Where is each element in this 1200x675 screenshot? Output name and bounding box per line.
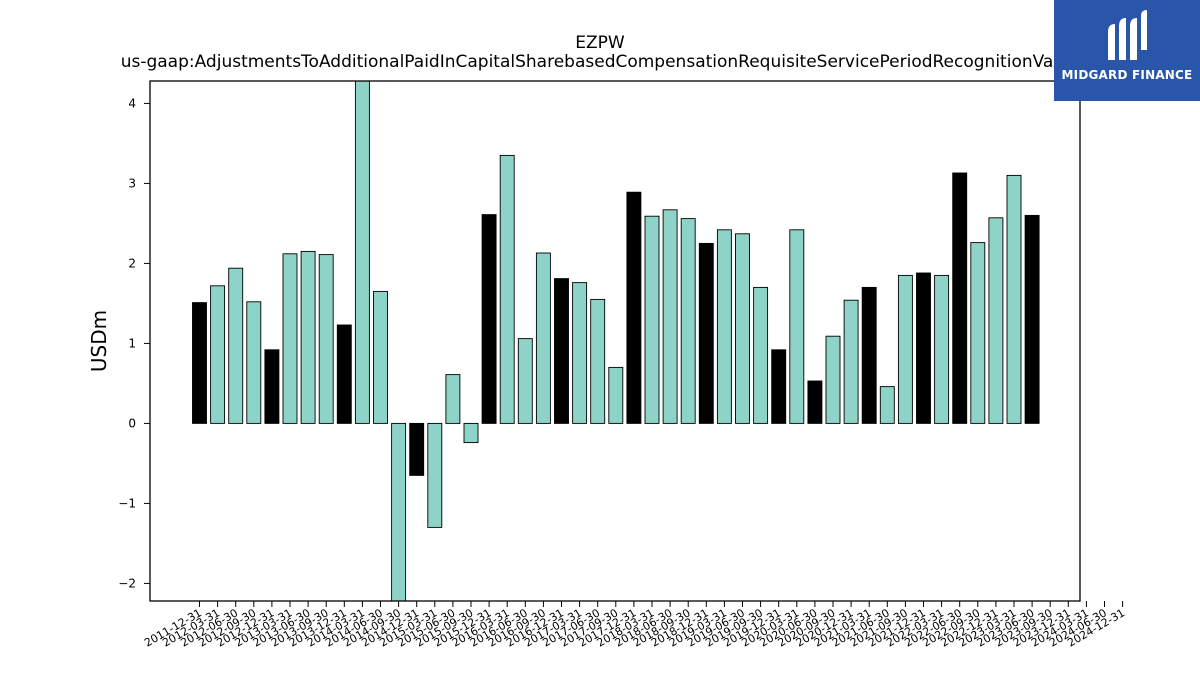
bar — [391, 422, 407, 601]
bar — [1024, 214, 1040, 424]
bar — [354, 81, 370, 424]
bar — [897, 274, 913, 424]
bar — [626, 191, 642, 424]
bar — [463, 422, 479, 444]
chart-subtitle: us-gaap:AdjustmentsToAdditionalPaidInCap… — [120, 52, 1080, 72]
bar — [499, 154, 515, 424]
logo-wordmark: MIDGARD FINANCE — [1061, 68, 1193, 82]
bar — [590, 298, 606, 424]
bar — [789, 229, 805, 424]
y-tick-label: −1 — [118, 496, 136, 510]
x-axis: 2011-12-312012-03-312012-06-302012-09-30… — [142, 601, 1127, 650]
bar — [825, 335, 841, 424]
bar — [716, 229, 732, 424]
bar — [644, 215, 660, 424]
y-tick-label: 0 — [128, 416, 136, 430]
bar — [554, 278, 569, 424]
bar — [192, 302, 207, 424]
plot-frame — [149, 80, 1081, 602]
bar — [481, 214, 497, 424]
bar — [771, 349, 787, 424]
bar — [1006, 174, 1022, 424]
bar — [318, 254, 334, 424]
bar — [861, 286, 877, 424]
bar — [916, 272, 931, 424]
bar — [698, 242, 714, 424]
y-tick-label: 1 — [128, 336, 136, 350]
bar — [572, 282, 588, 424]
bar — [608, 366, 624, 424]
bar — [427, 422, 443, 528]
bar — [735, 233, 750, 424]
bar — [228, 267, 244, 424]
bar — [336, 324, 352, 424]
bar — [843, 299, 859, 424]
bar — [807, 380, 823, 424]
bar — [753, 286, 769, 424]
bar — [879, 386, 895, 424]
bar — [680, 218, 696, 424]
chart-title: EZPW — [575, 33, 625, 53]
y-axis-label: USDm — [87, 310, 111, 372]
y-axis: 4 3 2 1 0 −1 −2 — [118, 96, 150, 590]
bar — [535, 252, 551, 424]
bar — [934, 274, 950, 424]
y-tick-label: 4 — [128, 96, 136, 110]
bar — [517, 338, 533, 424]
y-tick-label: −2 — [118, 576, 136, 590]
bar — [952, 172, 968, 424]
bar — [409, 422, 425, 476]
bar — [264, 349, 280, 424]
bar — [210, 285, 226, 424]
midgard-finance-logo: MIDGARD FINANCE — [1054, 0, 1200, 101]
bar — [373, 290, 388, 424]
bar-group — [192, 81, 1040, 601]
y-tick-label: 2 — [128, 256, 136, 270]
bar — [445, 374, 461, 424]
y-tick-label: 3 — [128, 176, 136, 190]
bar — [988, 217, 1004, 424]
bar — [282, 253, 298, 424]
bar — [970, 242, 986, 424]
bar — [662, 209, 678, 424]
midgard-logo-icon — [1108, 10, 1147, 60]
bar — [246, 301, 262, 424]
bar — [300, 250, 316, 424]
